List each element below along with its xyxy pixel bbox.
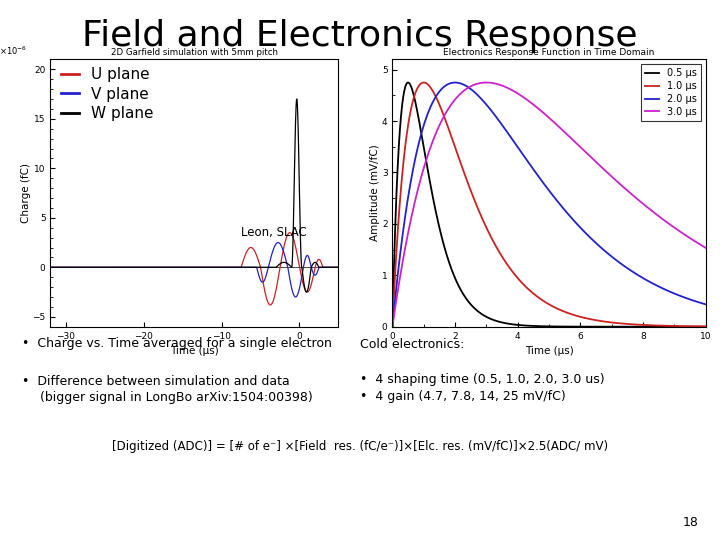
3.0 μs <box>693 239 701 246</box>
1.0 μs <box>692 323 701 329</box>
3.0 μs <box>482 79 491 86</box>
1.0 μs <box>404 120 413 126</box>
3.0 μs <box>388 323 397 330</box>
0.5 μs <box>404 79 413 86</box>
1.0 μs <box>693 323 701 329</box>
2.0 μs <box>451 79 459 86</box>
1.0 μs <box>420 79 428 86</box>
Text: $\times10^{-6}$: $\times10^{-6}$ <box>0 44 27 57</box>
Y-axis label: Charge (fC): Charge (fC) <box>21 163 31 223</box>
X-axis label: Time (μs): Time (μs) <box>525 346 573 356</box>
Text: Field and Electronics Response: Field and Electronics Response <box>82 19 638 53</box>
Text: 18: 18 <box>683 516 698 529</box>
Line: 1.0 μs: 1.0 μs <box>392 83 706 327</box>
X-axis label: Time (μs): Time (μs) <box>170 346 219 356</box>
2.0 μs <box>541 182 549 188</box>
3.0 μs <box>532 104 541 110</box>
1.0 μs <box>701 323 710 329</box>
Text: •  Charge vs. Time averaged for a single electron: • Charge vs. Time averaged for a single … <box>22 338 331 350</box>
2.0 μs <box>532 171 541 177</box>
3.0 μs <box>404 228 413 235</box>
Text: [Digitized (ADC)] = [# of e⁻] ×[Field  res. (fC/e⁻)]×[Elc. res. (mV/fC)]×2.5(ADC: [Digitized (ADC)] = [# of e⁻] ×[Field re… <box>112 440 608 453</box>
3.0 μs <box>541 111 549 117</box>
Line: 2.0 μs: 2.0 μs <box>392 83 706 327</box>
0.5 μs <box>635 323 644 330</box>
2.0 μs <box>404 192 413 199</box>
Line: 0.5 μs: 0.5 μs <box>392 83 706 327</box>
1.0 μs <box>541 299 549 305</box>
2.0 μs <box>693 299 701 305</box>
2.0 μs <box>635 273 644 279</box>
Legend: U plane, V plane, W plane: U plane, V plane, W plane <box>61 67 154 121</box>
2.0 μs <box>692 299 701 305</box>
2.0 μs <box>701 301 710 308</box>
0.5 μs <box>692 323 701 330</box>
Title: Electronics Response Function in Time Domain: Electronics Response Function in Time Do… <box>444 48 654 57</box>
3.0 μs <box>701 245 710 251</box>
Title: 2D Garfield simulation with 5mm pitch: 2D Garfield simulation with 5mm pitch <box>111 48 278 57</box>
Text: Cold electronics:: Cold electronics: <box>360 338 464 350</box>
Y-axis label: Amplitude (mV/fC): Amplitude (mV/fC) <box>370 145 380 241</box>
1.0 μs <box>532 293 541 299</box>
0.5 μs <box>693 323 701 330</box>
Legend: 0.5 μs, 1.0 μs, 2.0 μs, 3.0 μs: 0.5 μs, 1.0 μs, 2.0 μs, 3.0 μs <box>641 64 701 121</box>
Line: 3.0 μs: 3.0 μs <box>392 83 706 327</box>
0.5 μs <box>388 323 397 330</box>
0.5 μs <box>701 323 710 330</box>
Text: •  4 gain (4.7, 7.8, 14, 25 mV/fC): • 4 gain (4.7, 7.8, 14, 25 mV/fC) <box>360 390 566 403</box>
2.0 μs <box>388 323 397 330</box>
Text: •  4 shaping time (0.5, 1.0, 2.0, 3.0 us): • 4 shaping time (0.5, 1.0, 2.0, 3.0 us) <box>360 373 605 386</box>
1.0 μs <box>388 323 397 330</box>
3.0 μs <box>692 239 701 246</box>
0.5 μs <box>532 323 541 329</box>
Text: (bigger signal in LongBo arXiv:1504:00398): (bigger signal in LongBo arXiv:1504:0039… <box>40 392 312 404</box>
Text: Leon, SLAC: Leon, SLAC <box>241 226 307 239</box>
0.5 μs <box>541 323 549 329</box>
Text: •  Difference between simulation and data: • Difference between simulation and data <box>22 375 289 388</box>
3.0 μs <box>635 197 644 204</box>
0.5 μs <box>404 79 413 86</box>
1.0 μs <box>635 321 644 328</box>
